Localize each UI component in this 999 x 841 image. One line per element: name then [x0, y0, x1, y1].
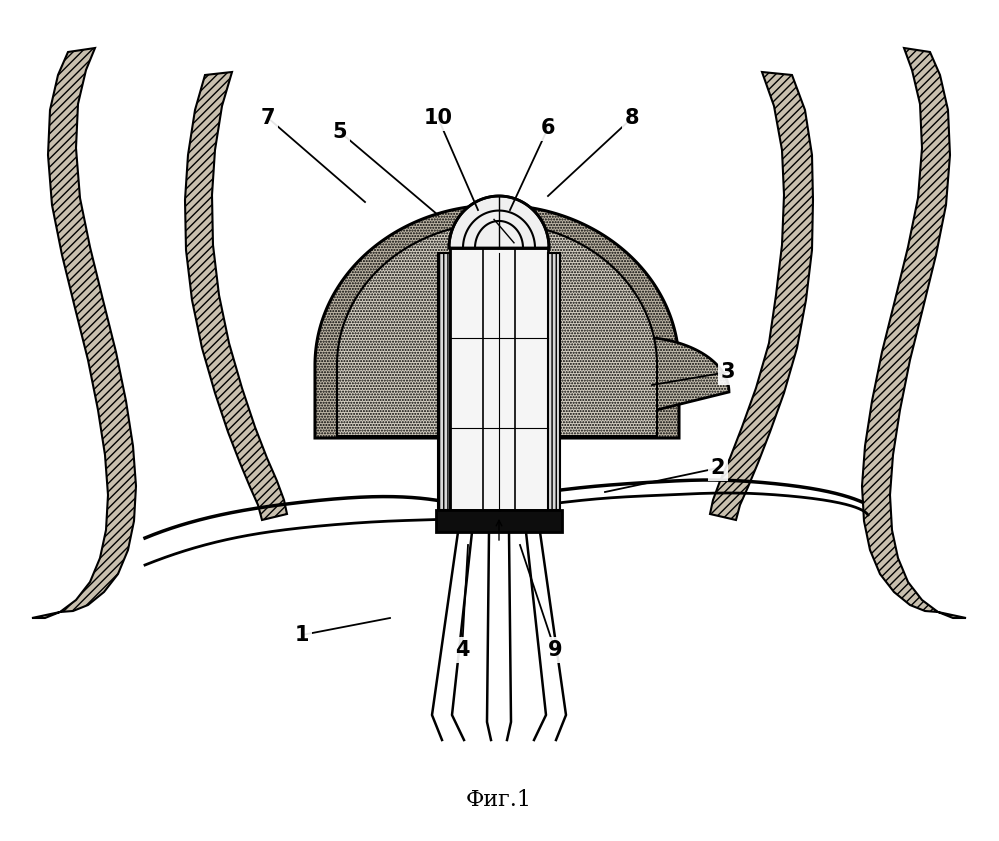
Polygon shape [710, 72, 813, 520]
Text: 7: 7 [261, 108, 276, 128]
Bar [450, 248, 548, 510]
Polygon shape [862, 48, 966, 618]
Text: 10: 10 [424, 108, 453, 128]
Polygon shape [315, 205, 679, 438]
Polygon shape [185, 72, 287, 520]
Text: Фиг.1: Фиг.1 [466, 789, 532, 811]
Polygon shape [32, 48, 136, 618]
Text: 9: 9 [547, 640, 562, 660]
Polygon shape [449, 196, 549, 248]
Text: 1: 1 [295, 625, 310, 645]
Bar [436, 510, 562, 532]
Bar [438, 253, 450, 510]
Text: 2: 2 [710, 458, 725, 478]
Polygon shape [337, 223, 657, 436]
Polygon shape [545, 337, 729, 431]
Text: 5: 5 [333, 122, 348, 142]
Bar [548, 253, 560, 510]
Text: 6: 6 [540, 118, 555, 138]
Text: 4: 4 [455, 640, 470, 660]
Text: 3: 3 [720, 362, 735, 382]
Text: 8: 8 [624, 108, 639, 128]
